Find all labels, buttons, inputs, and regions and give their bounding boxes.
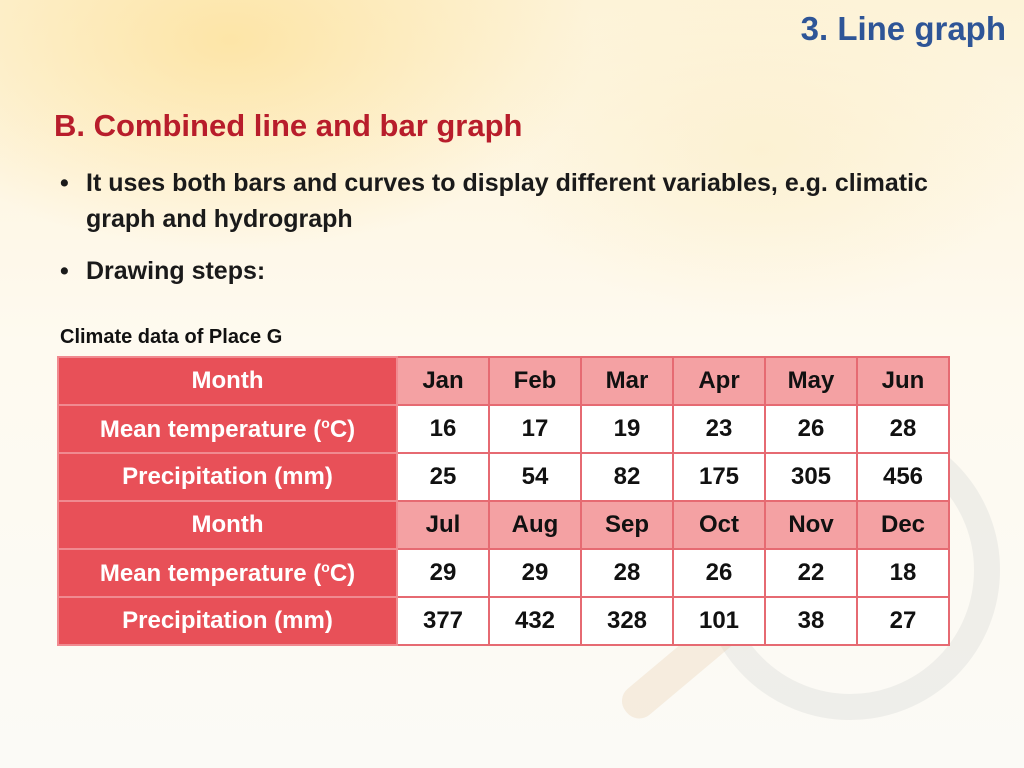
bullet-text: It uses both bars and curves to display … [86, 169, 928, 233]
month-row: Month Jan Feb Mar Apr May Jun [57, 356, 950, 406]
temperature-cell: 29 [488, 548, 582, 598]
temperature-cell: 29 [396, 548, 490, 598]
month-cell: Feb [488, 356, 582, 406]
month-cell: Jan [396, 356, 490, 406]
temperature-cell: 18 [856, 548, 950, 598]
temperature-row: Mean temperature (oC) 29 29 28 26 22 18 [57, 548, 950, 598]
temperature-cell: 28 [580, 548, 674, 598]
temperature-cell: 22 [764, 548, 858, 598]
precipitation-cell: 328 [580, 596, 674, 646]
precipitation-cell: 456 [856, 452, 950, 502]
precipitation-row: Precipitation (mm) 25 54 82 175 305 456 [57, 452, 950, 502]
bullet-item: • It uses both bars and curves to displa… [60, 165, 980, 237]
precipitation-cell: 377 [396, 596, 490, 646]
month-cell: Jul [396, 500, 490, 550]
month-cell: Aug [488, 500, 582, 550]
precipitation-cell: 101 [672, 596, 766, 646]
precipitation-cell: 432 [488, 596, 582, 646]
precipitation-cell: 38 [764, 596, 858, 646]
climate-data-table: Month Jan Feb Mar Apr May Jun Mean temperature … [57, 356, 950, 646]
row-header: Month [57, 500, 398, 550]
bullet-dot-icon: • [60, 169, 69, 197]
temperature-cell: 17 [488, 404, 582, 454]
month-cell: Jun [856, 356, 950, 406]
temperature-cell: 26 [672, 548, 766, 598]
precipitation-cell: 175 [672, 452, 766, 502]
month-cell: May [764, 356, 858, 406]
temperature-cell: 28 [856, 404, 950, 454]
temperature-cell: 26 [764, 404, 858, 454]
month-row: Month Jul Aug Sep Oct Nov Dec [57, 500, 950, 550]
row-header: Month [57, 356, 398, 406]
month-cell: Dec [856, 500, 950, 550]
temperature-row: Mean temperature (oC) 16 17 19 23 26 28 [57, 404, 950, 454]
precipitation-row: Precipitation (mm) 377 432 328 101 38 27 [57, 596, 950, 646]
temp-label-prefix: Mean temperature ( [99, 415, 322, 443]
temperature-cell: 23 [672, 404, 766, 454]
month-cell: Mar [580, 356, 674, 406]
row-header: Precipitation (mm) [57, 596, 398, 646]
precipitation-cell: 25 [396, 452, 490, 502]
month-cell: Oct [672, 500, 766, 550]
bullet-dot-icon: • [60, 257, 69, 285]
section-heading: B. Combined line and bar graph [54, 108, 523, 143]
month-cell: Nov [764, 500, 858, 550]
temperature-cell: 19 [580, 404, 674, 454]
precipitation-cell: 54 [488, 452, 582, 502]
temp-label-suffix: C) [329, 559, 356, 587]
degree-superscript: o [321, 414, 330, 431]
slide-title: 3. Line graph [800, 10, 1006, 47]
month-cell: Apr [672, 356, 766, 406]
temperature-cell: 16 [396, 404, 490, 454]
temp-label-prefix: Mean temperature ( [99, 559, 322, 587]
precipitation-cell: 305 [764, 452, 858, 502]
precipitation-cell: 82 [580, 452, 674, 502]
precipitation-cell: 27 [856, 596, 950, 646]
temp-label-suffix: C) [329, 415, 356, 443]
row-header: Mean temperature (oC) [57, 548, 398, 598]
bullet-item: • Drawing steps: [60, 253, 265, 289]
degree-superscript: o [321, 558, 330, 575]
bullet-text: Drawing steps: [86, 257, 266, 285]
month-cell: Sep [580, 500, 674, 550]
row-header: Mean temperature (oC) [57, 404, 398, 454]
table-caption: Climate data of Place G [60, 326, 283, 348]
row-header: Precipitation (mm) [57, 452, 398, 502]
